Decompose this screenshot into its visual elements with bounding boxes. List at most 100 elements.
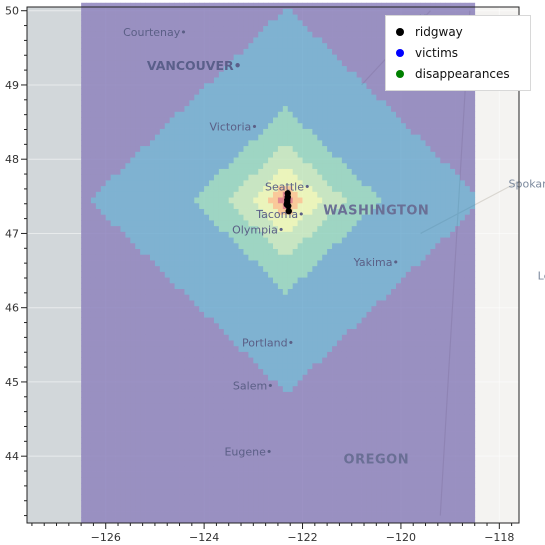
density-cell (174, 59, 180, 67)
density-cell (341, 328, 348, 335)
density-cell (218, 288, 225, 295)
density-cell (263, 442, 269, 450)
density-cell (159, 99, 166, 107)
density-cell (287, 500, 294, 507)
density-cell (263, 357, 269, 364)
density-cell (154, 517, 161, 524)
density-cell (184, 471, 190, 478)
density-cell (263, 465, 269, 472)
density-cell (302, 134, 308, 141)
density-cell (145, 122, 151, 129)
density-cell (213, 117, 220, 124)
density-cell (238, 374, 244, 381)
density-cell (209, 271, 215, 278)
density-cell (302, 151, 308, 158)
density-cell (169, 214, 175, 221)
density-cell (105, 288, 112, 295)
density-cell (332, 488, 338, 495)
density-cell (297, 465, 303, 472)
density-cell (90, 345, 97, 352)
density-cell (277, 37, 284, 44)
density-cell (159, 134, 166, 141)
density-cell (327, 334, 333, 341)
density-cell (263, 317, 269, 324)
density-cell (115, 425, 121, 432)
density-cell (336, 242, 343, 249)
density-cell (312, 368, 318, 375)
density-cell (238, 65, 244, 72)
density-cell (120, 282, 126, 290)
density-cell (292, 117, 298, 124)
density-cell (154, 282, 161, 290)
density-cell (194, 362, 200, 370)
density-cell (277, 128, 284, 135)
density-cell (302, 420, 308, 427)
density-cell (282, 151, 289, 158)
density-cell (336, 8, 343, 15)
density-cell (199, 197, 205, 204)
density-cell (263, 111, 269, 118)
density-cell (277, 71, 284, 78)
density-cell (86, 322, 92, 330)
density-cell (125, 511, 131, 518)
density-cell (174, 231, 180, 238)
density-cell (297, 482, 303, 490)
density-cell (277, 157, 284, 164)
density-cell (292, 8, 298, 15)
density-cell (184, 500, 190, 507)
density-cell (268, 242, 274, 249)
density-cell (312, 220, 318, 227)
density-cell (184, 117, 190, 124)
density-cell (115, 54, 121, 61)
density-cell (81, 157, 87, 164)
density-cell (332, 37, 338, 44)
density-cell (248, 139, 254, 147)
density-cell (130, 77, 136, 84)
density-cell (174, 151, 180, 158)
density-cell (86, 425, 92, 432)
density-cell (189, 242, 195, 249)
density-cell (130, 145, 136, 152)
density-cell (213, 397, 220, 404)
density-cell (287, 351, 294, 358)
density-cell (287, 442, 294, 450)
density-cell (100, 82, 107, 89)
density-cell (184, 242, 190, 249)
density-cell (86, 385, 92, 392)
density-cell (253, 397, 259, 404)
density-cell (322, 317, 328, 324)
density-cell (273, 82, 279, 89)
density-cell (341, 311, 348, 318)
density-cell (282, 260, 289, 267)
density-cell (81, 391, 87, 398)
density-cell (238, 128, 244, 135)
density-cell (263, 117, 269, 124)
density-cell (184, 402, 190, 410)
density-cell (228, 151, 235, 158)
density-cell (199, 494, 205, 501)
density-cell (282, 19, 289, 27)
density-cell (248, 174, 254, 181)
density-cell (86, 2, 92, 9)
density-cell (90, 460, 97, 467)
density-cell (115, 431, 121, 438)
density-cell (282, 374, 289, 381)
density-cell (282, 437, 289, 444)
density-cell (145, 82, 151, 89)
density-cell (110, 117, 116, 124)
density-cell (199, 294, 205, 301)
density-cell (307, 260, 313, 267)
density-cell (164, 500, 171, 507)
density-cell (125, 128, 131, 135)
density-cell (115, 2, 121, 9)
density-cell (209, 31, 215, 38)
density-cell (218, 168, 225, 175)
density-cell (312, 14, 318, 21)
density-cell (248, 300, 254, 307)
density-cell (164, 311, 171, 318)
density-cell (110, 277, 116, 284)
density-cell (273, 345, 279, 352)
density-cell (287, 277, 294, 284)
density-cell (145, 248, 151, 255)
density-cell (322, 168, 328, 175)
